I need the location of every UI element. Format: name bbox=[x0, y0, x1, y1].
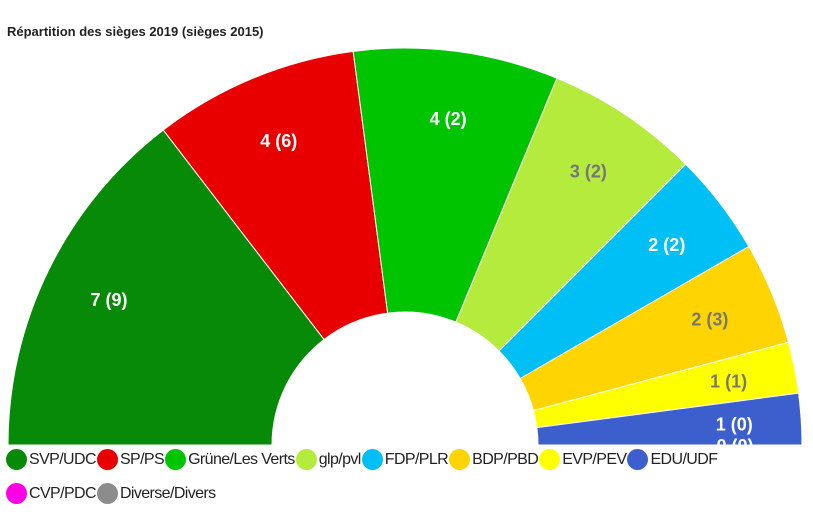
slice-edu-udf[interactable] bbox=[536, 392, 803, 446]
legend-item-cvp-pdc[interactable]: CVP/PDC bbox=[6, 483, 97, 504]
legend-marker-icon bbox=[165, 449, 187, 470]
legend-label: Grüne/Les Verts bbox=[188, 450, 295, 468]
data-label-evp-pev: 1 (1) bbox=[710, 372, 747, 392]
data-label-gr-ne-les-verts: 4 (2) bbox=[430, 109, 467, 129]
legend: SVP/UDC SP/PS Grüne/Les Verts glp/pvl FDP/PL… bbox=[6, 449, 806, 504]
legend-item-gr-ne-les-verts[interactable]: Grüne/Les Verts bbox=[165, 449, 295, 470]
legend-marker-icon bbox=[449, 449, 471, 470]
legend-label: EDU/UDF bbox=[650, 450, 718, 468]
legend-item-svp-udc[interactable]: SVP/UDC bbox=[6, 449, 97, 470]
legend-item-fdp-plr[interactable]: FDP/PLR bbox=[361, 449, 449, 470]
legend-marker-icon bbox=[6, 483, 27, 504]
seat-distribution-chart: 7 (9) 4 (6) 4 (2) 3 (2) 2 (2) 2 (3) 1 (1) 1 (0)… bbox=[7, 47, 803, 446]
data-label-edu-udf: 1 (0) bbox=[716, 414, 753, 434]
legend-item-diverse-divers[interactable]: Diverse/Divers bbox=[96, 483, 216, 504]
legend-marker-icon bbox=[627, 449, 649, 470]
legend-label: SVP/UDC bbox=[29, 450, 97, 468]
data-label-glp-pvl: 3 (2) bbox=[570, 162, 607, 182]
legend-label: EVP/PEV bbox=[562, 450, 627, 468]
legend-label: BDP/PBD bbox=[472, 450, 539, 468]
legend-marker-icon bbox=[295, 449, 317, 470]
legend-marker-icon bbox=[6, 449, 27, 470]
slice-sp-ps[interactable] bbox=[162, 50, 389, 341]
legend-marker-icon bbox=[361, 449, 383, 470]
data-label-sp-ps: 4 (6) bbox=[260, 131, 297, 151]
legend-label: glp/pvl bbox=[318, 450, 362, 468]
legend-marker-icon bbox=[539, 449, 561, 470]
legend-label: Diverse/Divers bbox=[119, 484, 216, 502]
legend-label: SP/PS bbox=[119, 450, 165, 468]
slice-gr-ne-les-verts[interactable] bbox=[352, 47, 558, 323]
data-label-svp-udc: 7 (9) bbox=[91, 290, 128, 310]
legend-marker-icon bbox=[96, 483, 118, 504]
slice-svp-udc[interactable] bbox=[7, 129, 325, 446]
legend-item-sp-ps[interactable]: SP/PS bbox=[96, 449, 165, 470]
chart-title: Répartition des sièges 2019 (sièges 2015… bbox=[7, 24, 264, 39]
legend-item-glp-pvl[interactable]: glp/pvl bbox=[295, 449, 362, 470]
legend-item-bdp-pbd[interactable]: BDP/PBD bbox=[449, 449, 539, 470]
data-label-fdp-plr: 2 (2) bbox=[648, 235, 685, 255]
legend-item-edu-udf[interactable]: EDU/UDF bbox=[627, 449, 718, 470]
legend-label: FDP/PLR bbox=[384, 450, 449, 468]
legend-marker-icon bbox=[96, 449, 118, 470]
data-label-bdp-pbd: 2 (3) bbox=[691, 310, 728, 330]
data-label-cvp-pdc: 0 (0) bbox=[716, 436, 753, 446]
legend-item-evp-pev[interactable]: EVP/PEV bbox=[539, 449, 627, 470]
legend-label: CVP/PDC bbox=[29, 484, 97, 502]
